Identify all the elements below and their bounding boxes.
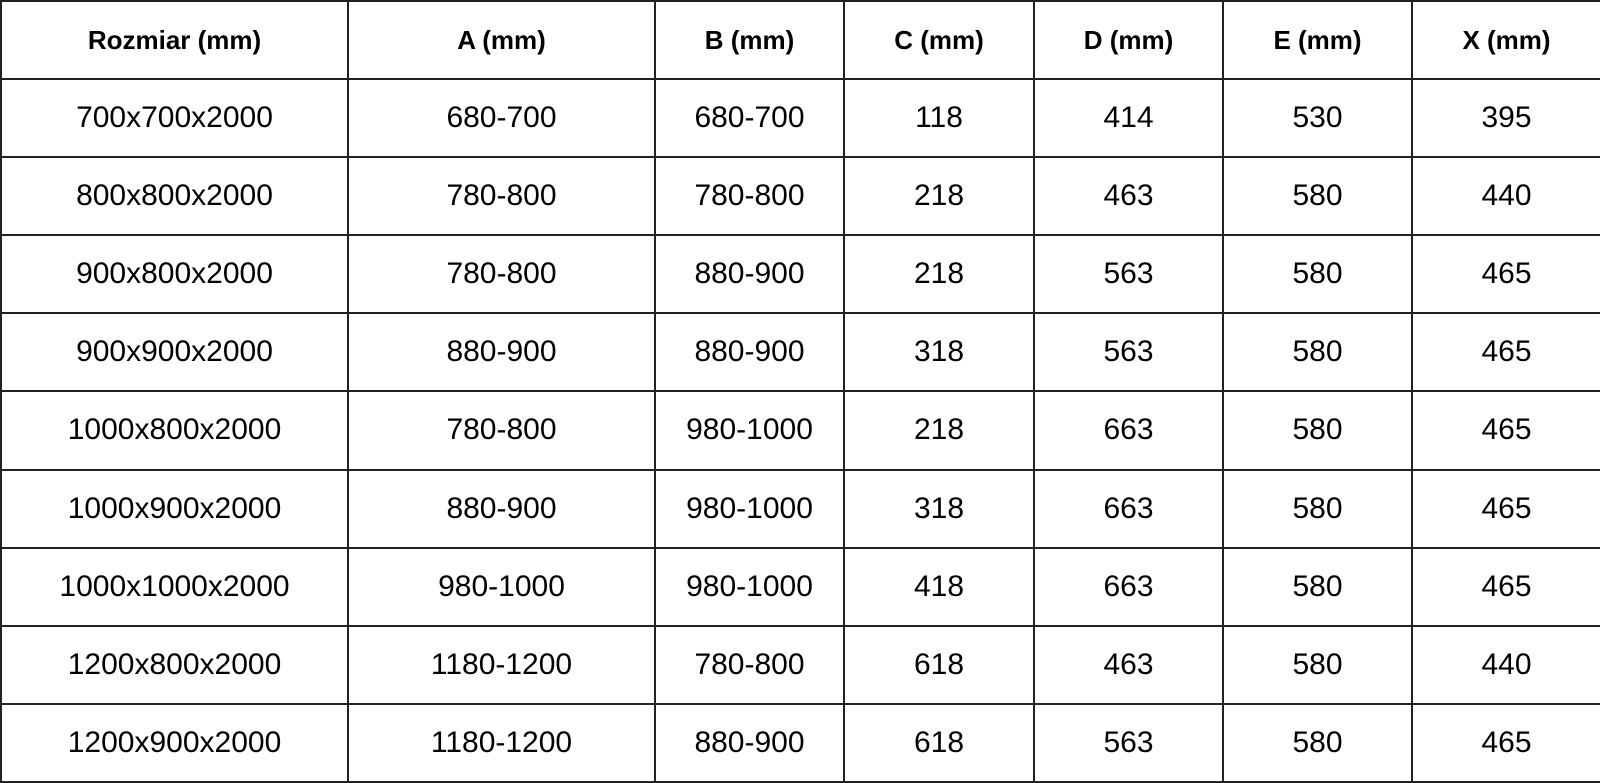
table-cell: 700x700x2000 bbox=[0, 77, 349, 159]
table-cell: 1200x800x2000 bbox=[0, 624, 349, 705]
table-row: 800x800x2000 780-800 780-800 218 463 580 440 bbox=[0, 156, 1600, 237]
column-header: A (mm) bbox=[347, 0, 656, 80]
table-cell: 395 bbox=[1411, 77, 1600, 159]
column-header: Rozmiar (mm) bbox=[0, 0, 349, 80]
table-row: 700x700x2000 680-700 680-700 118 414 530 395 bbox=[0, 77, 1600, 159]
column-header: E (mm) bbox=[1222, 0, 1413, 80]
table-cell: 780-800 bbox=[347, 390, 656, 471]
table-cell: 663 bbox=[1033, 546, 1224, 627]
table-cell: 900x800x2000 bbox=[0, 234, 349, 315]
table-cell: 1180-1200 bbox=[347, 702, 656, 783]
table-cell: 440 bbox=[1411, 156, 1600, 237]
table-cell: 118 bbox=[843, 77, 1035, 159]
table-cell: 663 bbox=[1033, 468, 1224, 549]
table-cell: 563 bbox=[1033, 702, 1224, 783]
table-cell: 780-800 bbox=[347, 156, 656, 237]
table-cell: 465 bbox=[1411, 546, 1600, 627]
table-row: 1200x900x2000 1180-1200 880-900 618 563 580 46… bbox=[0, 702, 1600, 783]
table-cell: 580 bbox=[1222, 546, 1413, 627]
table-cell: 463 bbox=[1033, 624, 1224, 705]
table-cell: 900x900x2000 bbox=[0, 312, 349, 393]
table-cell: 980-1000 bbox=[347, 546, 656, 627]
table-cell: 580 bbox=[1222, 390, 1413, 471]
column-header: X (mm) bbox=[1411, 0, 1600, 80]
table-row: 1000x800x2000 780-800 980-1000 218 663 580 465 bbox=[0, 390, 1600, 471]
table-cell: 780-800 bbox=[654, 624, 845, 705]
table-cell: 980-1000 bbox=[654, 546, 845, 627]
table-cell: 880-900 bbox=[654, 234, 845, 315]
table-cell: 618 bbox=[843, 624, 1035, 705]
table-cell: 414 bbox=[1033, 77, 1224, 159]
table-cell: 880-900 bbox=[347, 468, 656, 549]
table-cell: 465 bbox=[1411, 468, 1600, 549]
table-cell: 880-900 bbox=[654, 702, 845, 783]
table-cell: 465 bbox=[1411, 702, 1600, 783]
table-cell: 880-900 bbox=[347, 312, 656, 393]
table-cell: 580 bbox=[1222, 312, 1413, 393]
table-cell: 465 bbox=[1411, 234, 1600, 315]
table-row: 900x900x2000 880-900 880-900 318 563 580 465 bbox=[0, 312, 1600, 393]
table-cell: 580 bbox=[1222, 702, 1413, 783]
table-cell: 218 bbox=[843, 156, 1035, 237]
table-cell: 980-1000 bbox=[654, 468, 845, 549]
table-row: 1000x1000x2000 980-1000 980-1000 418 663 580 4… bbox=[0, 546, 1600, 627]
table-cell: 880-900 bbox=[654, 312, 845, 393]
table-cell: 465 bbox=[1411, 312, 1600, 393]
table-cell: 1000x900x2000 bbox=[0, 468, 349, 549]
column-header: C (mm) bbox=[843, 0, 1035, 80]
table-cell: 618 bbox=[843, 702, 1035, 783]
table-cell: 580 bbox=[1222, 156, 1413, 237]
table-cell: 800x800x2000 bbox=[0, 156, 349, 237]
table-cell: 780-800 bbox=[347, 234, 656, 315]
table-cell: 580 bbox=[1222, 624, 1413, 705]
table-cell: 780-800 bbox=[654, 156, 845, 237]
table-cell: 318 bbox=[843, 468, 1035, 549]
table-cell: 563 bbox=[1033, 312, 1224, 393]
table-cell: 563 bbox=[1033, 234, 1224, 315]
table-cell: 530 bbox=[1222, 77, 1413, 159]
table-cell: 218 bbox=[843, 234, 1035, 315]
table-cell: 418 bbox=[843, 546, 1035, 627]
table-cell: 465 bbox=[1411, 390, 1600, 471]
header-row: Rozmiar (mm) A (mm) B (mm) C (mm) D (mm) E (m… bbox=[0, 0, 1600, 80]
table-cell: 1200x900x2000 bbox=[0, 702, 349, 783]
table-row: 900x800x2000 780-800 880-900 218 563 580 465 bbox=[0, 234, 1600, 315]
table-cell: 680-700 bbox=[347, 77, 656, 159]
table-cell: 1000x1000x2000 bbox=[0, 546, 349, 627]
table-cell: 663 bbox=[1033, 390, 1224, 471]
table-row: 1000x900x2000 880-900 980-1000 318 663 580 465 bbox=[0, 468, 1600, 549]
table-cell: 580 bbox=[1222, 234, 1413, 315]
column-header: D (mm) bbox=[1033, 0, 1224, 80]
table-cell: 463 bbox=[1033, 156, 1224, 237]
table-cell: 440 bbox=[1411, 624, 1600, 705]
table-cell: 980-1000 bbox=[654, 390, 845, 471]
table-cell: 1180-1200 bbox=[347, 624, 656, 705]
table-cell: 218 bbox=[843, 390, 1035, 471]
table-cell: 680-700 bbox=[654, 77, 845, 159]
table-cell: 580 bbox=[1222, 468, 1413, 549]
column-header: B (mm) bbox=[654, 0, 845, 80]
table-cell: 318 bbox=[843, 312, 1035, 393]
table-row: 1200x800x2000 1180-1200 780-800 618 463 580 44… bbox=[0, 624, 1600, 705]
table-cell: 1000x800x2000 bbox=[0, 390, 349, 471]
